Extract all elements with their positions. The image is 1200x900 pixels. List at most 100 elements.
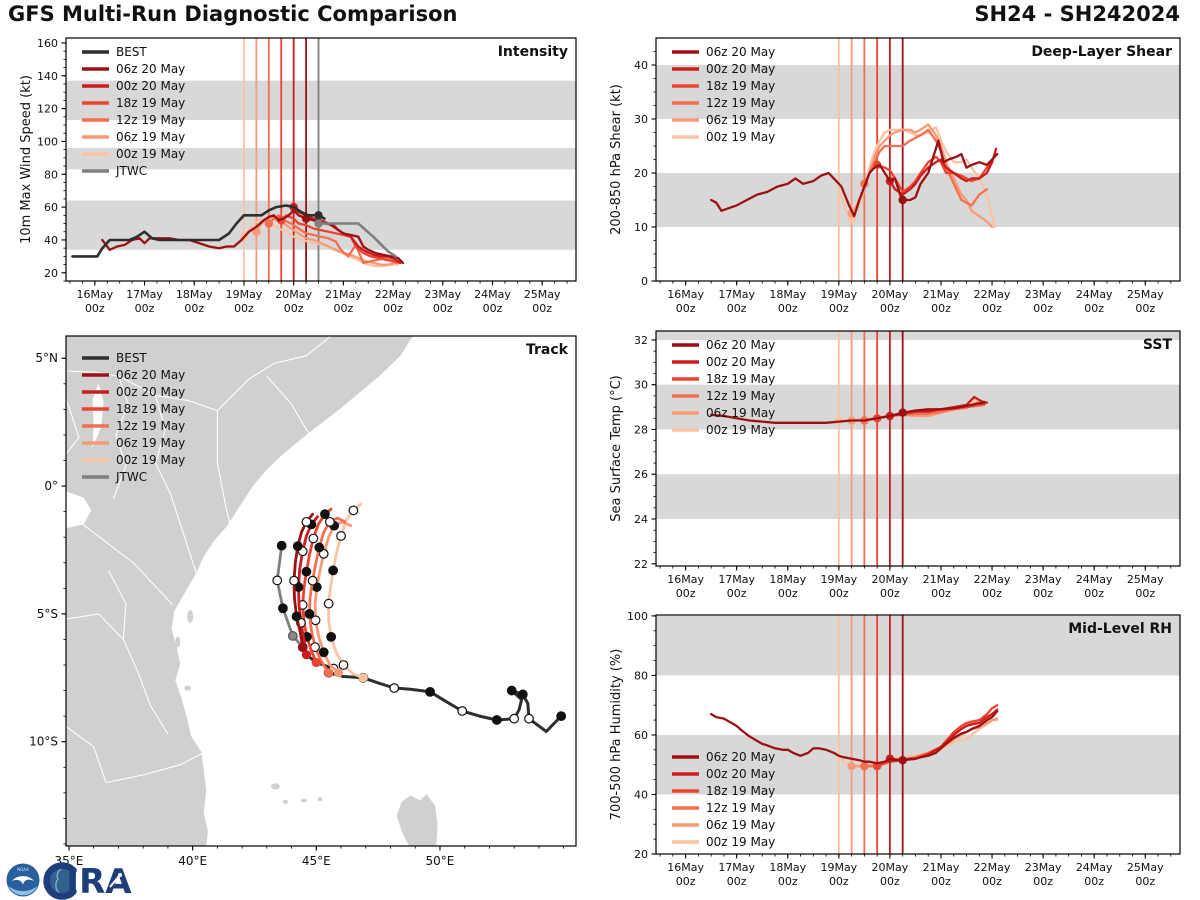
- category-band: [656, 173, 1180, 227]
- x-tick-label: 00z: [383, 302, 403, 315]
- x-tick-label: 16May: [667, 288, 704, 301]
- legend-label: 06z 20 May: [116, 368, 185, 382]
- legend-label: 18z 19 May: [706, 784, 775, 798]
- noaa-text: NOAA: [17, 867, 29, 872]
- x-tick-label: 21May: [923, 861, 960, 874]
- category-band: [656, 474, 1180, 519]
- x-tick-label: 45°E: [302, 854, 331, 868]
- seagull-icon: [12, 876, 34, 885]
- x-tick-label: 20May: [872, 573, 909, 586]
- x-tick-label: 23May: [1025, 288, 1062, 301]
- y-tick-label: 140: [37, 70, 58, 83]
- admin-border: [254, 454, 349, 487]
- x-tick-label: 24May: [1076, 861, 1113, 874]
- x-tick-label: 00z: [433, 302, 453, 315]
- track-fix-marker: [457, 706, 468, 716]
- x-tick-label: 00z: [1084, 587, 1104, 600]
- legend-label: JTWC: [115, 470, 147, 484]
- category-band: [66, 148, 576, 170]
- island: [300, 798, 307, 803]
- y-tick-label: 30: [634, 113, 648, 126]
- x-tick-label: 00z: [284, 302, 304, 315]
- series-06z-19-may: [850, 123, 994, 229]
- y-tick-label: 0: [641, 275, 648, 288]
- y-tick-label: 30: [634, 379, 648, 392]
- x-tick-label: 00z: [85, 302, 105, 315]
- legend-label: BEST: [116, 45, 147, 59]
- track-init-marker: [301, 650, 312, 660]
- init-marker: [860, 761, 869, 771]
- island: [271, 783, 280, 790]
- series-06z-20-may: [710, 401, 986, 424]
- category-band: [656, 615, 1180, 676]
- track-fix-marker: [517, 689, 528, 700]
- legend-label: 18z 19 May: [706, 79, 775, 93]
- x-tick-label: 00z: [829, 587, 849, 600]
- intensity-legend: BEST 06z 20 May 00z 20 May 18z 19 May 12z 19…: [82, 45, 185, 178]
- series-06z-20-may: [710, 139, 999, 218]
- x-tick-label: 23May: [424, 288, 461, 301]
- x-tick-label: 00z: [1033, 875, 1053, 888]
- track-fix-marker: [336, 531, 346, 541]
- legend-label: 00z 19 May: [706, 835, 775, 849]
- init-marker: [314, 219, 323, 228]
- track-fix-marker: [325, 516, 335, 527]
- track-fix-marker: [389, 683, 400, 693]
- legend-label: 00z 20 May: [706, 62, 775, 76]
- admin-border: [216, 410, 232, 528]
- legend-label: 00z 20 May: [116, 385, 185, 399]
- track-fix-marker: [272, 575, 283, 586]
- track-init-marker: [358, 673, 368, 683]
- track-fix-marker: [320, 509, 330, 520]
- y-tick-label: 80: [634, 669, 648, 682]
- init-marker: [872, 761, 882, 771]
- series-best: [71, 204, 326, 258]
- admin-border: [66, 398, 80, 455]
- madagascar-landmass: [396, 794, 438, 846]
- series-00z-20-may: [888, 147, 998, 196]
- rh-legend: 06z 20 May 00z 20 May 18z 19 May 12z 19 May…: [672, 750, 775, 849]
- logos: NOAA IRA: [6, 862, 132, 900]
- category-band: [656, 734, 1180, 795]
- category-band: [66, 80, 576, 121]
- legend-label: 06z 20 May: [706, 338, 775, 352]
- x-tick-label: 20May: [275, 288, 312, 301]
- y-tick-label: 22: [634, 558, 648, 571]
- y-tick-label: 10: [634, 221, 648, 234]
- y-axis-label: 10m Max Wind Speed (kt): [19, 75, 34, 244]
- legend-label: 06z 19 May: [706, 113, 775, 127]
- x-tick-label: 00z: [931, 302, 951, 315]
- track-fix-marker: [509, 713, 520, 724]
- y-tick-label: 80: [44, 168, 58, 181]
- island: [282, 799, 288, 804]
- x-tick-label: 22May: [375, 288, 412, 301]
- track-legend: BEST 06z 20 May 00z 20 May 18z 19 May 12z 19…: [82, 351, 185, 484]
- y-tick-label: 28: [634, 423, 648, 436]
- legend-label: 06z 19 May: [116, 436, 185, 450]
- cira-text: IRA: [66, 862, 132, 900]
- intensity-panel: 16May00z17May00z18May00z19May00z20May00z…: [19, 37, 577, 315]
- admin-border: [217, 336, 332, 411]
- legend-label: 12z 19 May: [706, 96, 775, 110]
- x-tick-label: 16May: [667, 573, 704, 586]
- x-tick-label: 22May: [974, 288, 1011, 301]
- x-tick-label: 00z: [676, 302, 696, 315]
- admin-border: [66, 725, 107, 783]
- y-tick-label: 0°: [44, 479, 58, 493]
- legend-label: 06z 19 May: [706, 406, 775, 420]
- sst-legend: 06z 20 May 00z 20 May 18z 19 May 12z 19 May…: [672, 338, 775, 437]
- legend-label: 06z 19 May: [116, 130, 185, 144]
- legend-label: 00z 20 May: [116, 79, 185, 93]
- track-fix-marker: [338, 660, 349, 670]
- x-tick-label: 00z: [778, 302, 798, 315]
- x-tick-label: 00z: [1135, 587, 1155, 600]
- track-fix-marker: [307, 575, 318, 586]
- y-tick-label: 10°S: [29, 735, 58, 749]
- panel-title: SST: [1143, 337, 1173, 353]
- legend-label: 06z 20 May: [706, 45, 775, 59]
- y-tick-label: 26: [634, 468, 648, 481]
- admin-border: [108, 570, 169, 735]
- island: [175, 636, 181, 648]
- category-band: [656, 331, 1180, 340]
